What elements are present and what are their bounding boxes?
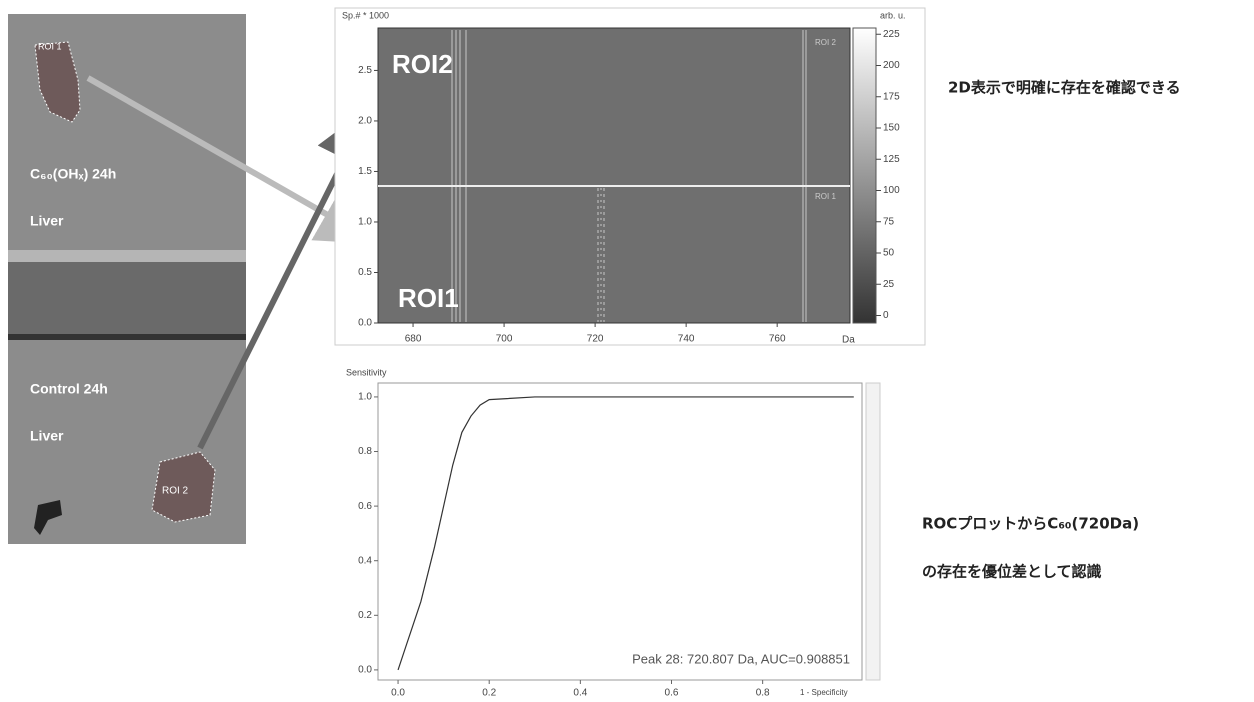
colorbar-tick-label: 125: [883, 154, 900, 165]
roc-panel: Sensitivity 1 - Specificity Peak 28: 720…: [340, 365, 881, 699]
colorbar-tick-label: 150: [883, 123, 900, 134]
colorbar-unit: arb. u.: [880, 10, 906, 20]
y-tick-label: 0.0: [358, 665, 372, 676]
note: の存在を優位差として認識: [922, 563, 1102, 581]
x-tick-label: 760: [769, 334, 786, 345]
heatmap-stripes: [451, 30, 807, 322]
roi-title: ROI1: [398, 283, 459, 313]
y-tick-label: 0.2: [358, 610, 372, 621]
tissue-spot: [34, 500, 62, 535]
organ-label: Liver: [30, 428, 64, 444]
y-tick-label: 2.5: [358, 65, 372, 76]
colorbar-tick-label: 175: [883, 91, 900, 102]
x-tick-label: 700: [496, 334, 513, 345]
sample-label: Control 24h: [30, 381, 108, 397]
axis-label: Sensitivity: [346, 367, 387, 377]
note: 2D表示で明確に存在を確認できる: [948, 79, 1181, 97]
roi-label: ROI 2: [162, 486, 189, 497]
x-tick-label: 0.2: [482, 688, 496, 699]
y-tick-label: 0.5: [358, 267, 372, 278]
y-tick-label: 1.0: [358, 217, 372, 228]
colorbar-tick-label: 225: [883, 29, 900, 40]
roi2-outline: [151, 451, 216, 523]
y-tick-label: 2.0: [358, 116, 372, 127]
axis-label: Sp.# * 1000: [342, 10, 389, 20]
roi-tag: ROI 2: [815, 38, 836, 47]
y-tick-label: 1.5: [358, 166, 372, 177]
tissue-image: ROI 1 ROI 2 C₆₀(OHₓ) 24h Liver Control 2…: [8, 14, 246, 544]
axis-label: 1 - Specificity: [800, 688, 848, 697]
axis-unit: Da: [842, 335, 855, 346]
roi1-outline: [34, 41, 81, 123]
organ-label: Liver: [30, 213, 64, 229]
colorbar-tick-label: 75: [883, 216, 895, 227]
roi-tag: ROI 1: [815, 192, 836, 201]
roc-line: [397, 396, 854, 671]
heatmap-panel: ROI2 ROI1 ROI 2 ROI 1 Sp.# * 1000 Da arb…: [334, 7, 926, 346]
x-tick-label: 0.4: [573, 688, 587, 699]
y-tick-label: 0.8: [358, 446, 372, 457]
colorbar-tick-label: 25: [883, 279, 895, 290]
roi-label: ROI 1: [38, 41, 62, 51]
y-tick-label: 0.4: [358, 555, 372, 566]
y-tick-label: 0.6: [358, 501, 372, 512]
colorbar-tick-label: 50: [883, 248, 895, 259]
y-tick-label: 1.0: [358, 392, 372, 403]
colorbar-tick-label: 100: [883, 185, 900, 196]
colorbar-tick-label: 0: [883, 310, 889, 321]
colorbar-tick-label: 200: [883, 60, 900, 71]
x-tick-label: 0.0: [391, 688, 405, 699]
x-tick-label: 0.8: [756, 688, 770, 699]
y-tick-label: 0.0: [358, 318, 372, 329]
x-tick-label: 0.6: [665, 688, 679, 699]
note: ROCプロットからC₆₀(720Da): [922, 515, 1139, 533]
x-tick-label: 740: [678, 334, 695, 345]
annotation: Peak 28: 720.807 Da, AUC=0.908851: [632, 651, 850, 666]
x-tick-label: 720: [587, 334, 604, 345]
roi-title: ROI2: [392, 49, 453, 79]
sample-label: C₆₀(OHₓ) 24h: [30, 166, 116, 182]
x-tick-label: 680: [405, 334, 422, 345]
